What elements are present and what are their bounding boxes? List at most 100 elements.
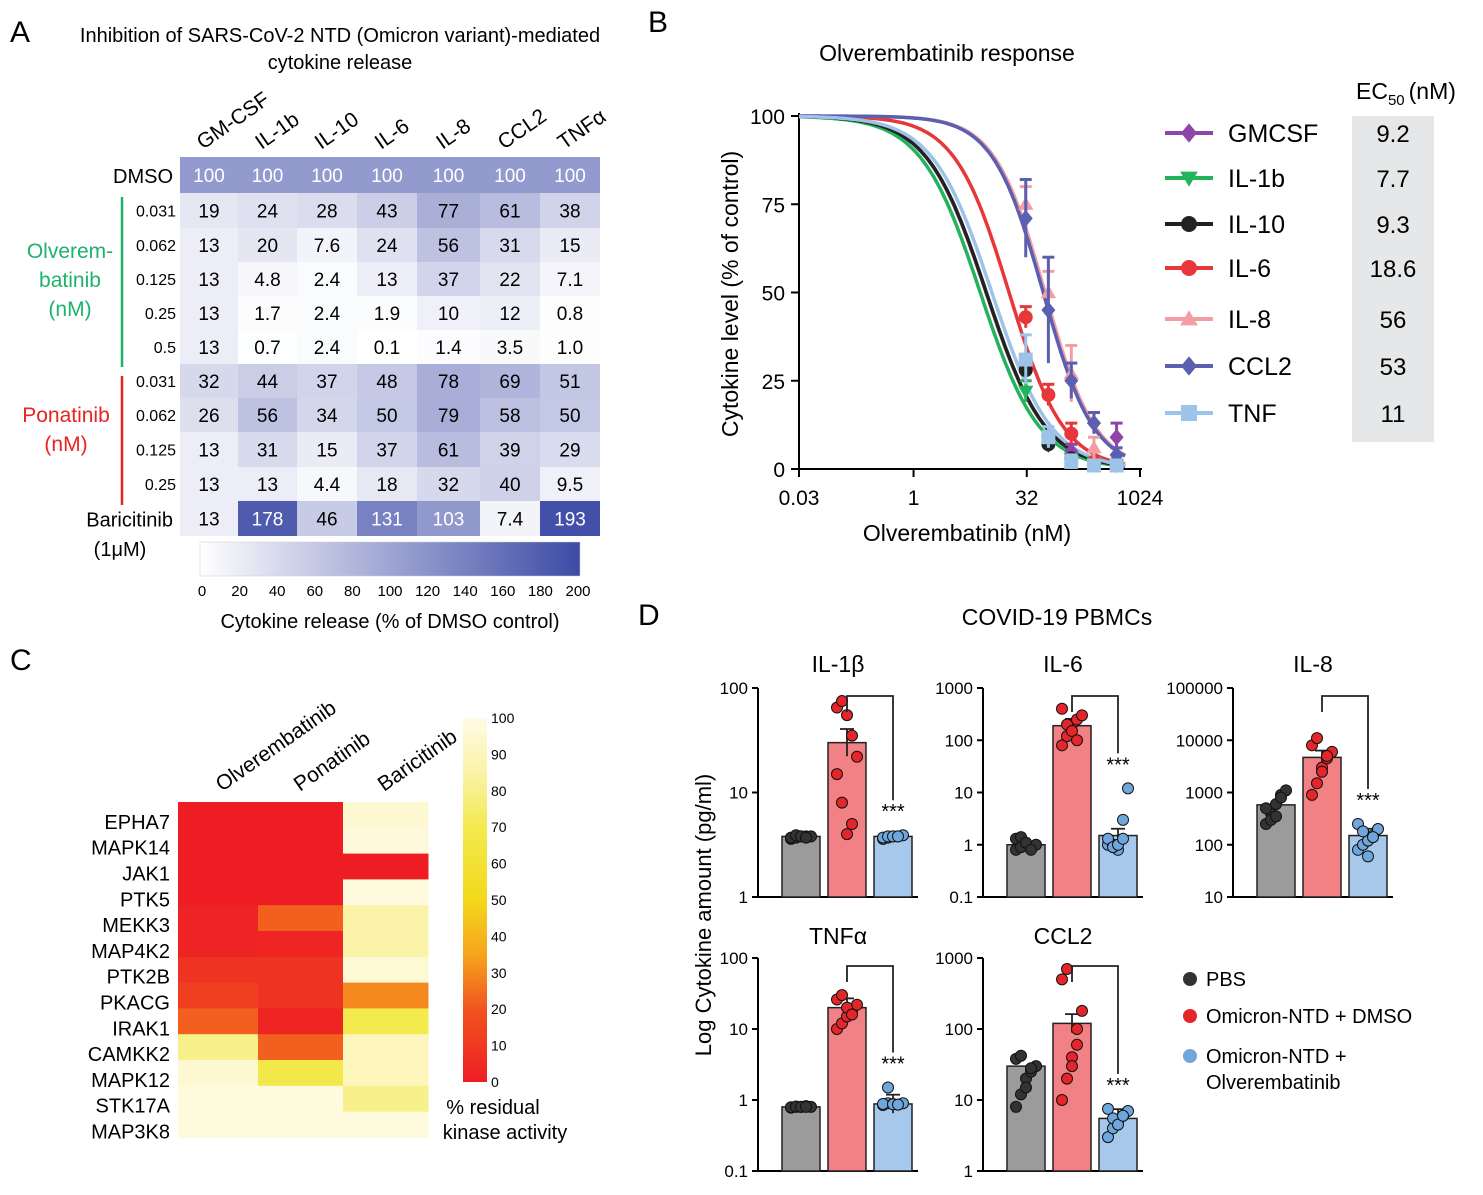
panel-b-ylabel: Cytokine level (% of control): [717, 151, 743, 437]
heatmap-a-value: 2.4: [314, 338, 341, 359]
data-point: [800, 831, 812, 844]
point-tnf: [1109, 458, 1124, 473]
heatmap-a-value: 31: [499, 236, 520, 257]
heatmap-a-value: 7.4: [497, 510, 524, 531]
heatmap-a-cell: [180, 501, 238, 536]
heatmap-a-value: 20: [257, 236, 278, 257]
heatmap-a-value: 1.4: [435, 338, 462, 359]
heatmap-a-value: 13: [198, 304, 219, 325]
heatmap-a-value: 26: [198, 406, 219, 427]
panel-d-ylabel: Log Cytokine amount (pg/ml): [691, 774, 716, 1056]
heatmap-a-value: 15: [559, 236, 580, 257]
legend-marker-il-10: [1181, 216, 1197, 232]
heatmap-a-cell: [297, 296, 357, 330]
data-point: [1122, 782, 1134, 795]
heatmap-c-cell: [178, 1111, 259, 1138]
heatmap-a-cell: [480, 296, 540, 330]
legend-marker-il-1b: [1180, 171, 1198, 187]
heatmap-a-value: 24: [257, 202, 279, 223]
heatmap-a-value: 39: [499, 441, 520, 462]
heatmap-a-value: 131: [371, 510, 403, 531]
colorbar-c-tick: 50: [491, 892, 507, 908]
heatmap-a-cell: [238, 193, 297, 228]
bar-omicron-ntd-olverembatinib: [873, 835, 913, 898]
heatmap-a-value: 19: [198, 202, 219, 223]
heatmap-a-cell: [417, 157, 480, 193]
legend-label-il-8: IL-8: [1228, 306, 1271, 334]
subplot-ytick-label: 100: [945, 1020, 973, 1039]
legend-label-ccl2: CCL2: [1228, 353, 1292, 381]
heatmap-a-value: 24: [376, 236, 398, 257]
heatmap-c-cell: [258, 931, 344, 958]
heatmap-c-row-pkacg: PKACG: [100, 993, 170, 1015]
data-point: [1311, 777, 1323, 790]
heatmap-a-value: 4.8: [254, 270, 280, 291]
heatmap-c-cell: [258, 1060, 344, 1087]
heatmap-c-cell: [178, 1085, 259, 1113]
heatmap-a-row-baricitinib: Baricitinib: [86, 510, 173, 532]
heatmap-c-cell: [258, 879, 344, 906]
subplot-ytick-label: 10000: [1176, 731, 1223, 750]
data-point: [892, 830, 904, 843]
heatmap-c-cell: [343, 956, 429, 984]
heatmap-a-cell: [238, 501, 297, 536]
heatmap-a-cell: [480, 157, 540, 193]
heatmap-a-value: 0.1: [374, 338, 400, 359]
ec50-value-il-1b: 7.7: [1376, 166, 1409, 193]
heatmap-a-cell: [540, 193, 600, 228]
colorbar-c-tick: 20: [491, 1001, 507, 1017]
heatmap-a-value: 48: [376, 372, 397, 393]
heatmap-a-cell: [417, 467, 480, 501]
data-point: [1102, 1131, 1114, 1144]
significance-label: ***: [881, 1053, 905, 1075]
heatmap-a-cell: [540, 262, 600, 296]
data-point: [1311, 732, 1323, 745]
data-point: [1056, 973, 1068, 986]
heatmap-a-cell: [540, 330, 600, 364]
heatmap-a-col-ccl2: CCL2: [494, 104, 551, 154]
group-label-ponatinib: Ponatinib: [22, 404, 110, 427]
heatmap-a-value: 44: [257, 372, 279, 393]
heatmap-a-cell: [297, 398, 357, 432]
legend-marker-il-8: [1180, 310, 1198, 326]
subplot-ccl2: CCL2 1 10 100 1000 ***: [935, 923, 1143, 1181]
ec50-value-gmcsf: 9.2: [1376, 121, 1409, 148]
panel-label-c: C: [10, 644, 32, 677]
data-point: [1020, 1081, 1032, 1094]
heatmap-a-value: 56: [438, 236, 459, 257]
colorbar-a-tick: 140: [453, 583, 478, 600]
legend-marker-gmcsf: [1181, 123, 1197, 143]
bar-pbs: [781, 835, 821, 898]
heatmap-a-cell: [357, 330, 417, 364]
heatmap-a-cell: [238, 228, 297, 262]
heatmap-c-row-camkk2: CAMKK2: [88, 1044, 170, 1066]
heatmap-c-cell: [178, 827, 259, 855]
point-ccl2: [1064, 372, 1079, 390]
significance-label: ***: [881, 801, 905, 823]
heatmap-a-value: 32: [198, 372, 219, 393]
heatmap-a-cell: [357, 398, 417, 432]
heatmap-c-row-ptk5: PTK5: [120, 889, 170, 911]
heatmap-a-value: 31: [257, 441, 278, 462]
heatmap-a-value: 3.5: [497, 338, 523, 359]
heatmap-c-cell: [258, 982, 344, 1009]
heatmap-a-cell: [480, 364, 540, 398]
heatmap-a-cell: [480, 398, 540, 432]
point-ccl2: [1041, 301, 1056, 319]
data-point: [877, 1097, 889, 1110]
data-point: [1071, 1023, 1083, 1035]
heatmap-a-value: 193: [554, 510, 586, 531]
colorbar-a-tick: 0: [198, 583, 206, 600]
data-point: [1117, 1109, 1129, 1122]
heatmap-a-value: 46: [316, 510, 337, 531]
heatmap-a-row-dose: 0.062: [136, 408, 176, 425]
heatmap-a-cell: [480, 228, 540, 262]
heatmap-a-cell: [238, 330, 297, 364]
data-point: [1275, 791, 1287, 804]
panel-b-ec50-box: [1352, 116, 1434, 442]
heatmap-c-cell: [258, 1034, 344, 1061]
data-point: [836, 695, 848, 708]
bar-omicron-ntd-olverembatinib: [873, 1103, 913, 1172]
